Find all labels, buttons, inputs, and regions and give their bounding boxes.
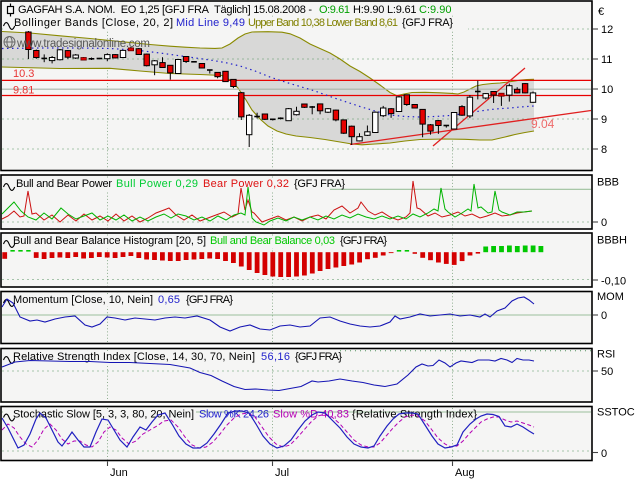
svg-text:Jun: Jun — [110, 467, 128, 479]
svg-text:Bull and Bear Power: Bull and Bear Power — [16, 178, 112, 190]
svg-text:Momentum [Close, 10, Nein]: Momentum [Close, 10, Nein] — [13, 294, 153, 306]
svg-text:C:9.90: C:9.90 — [419, 4, 452, 16]
svg-text:{GFJ FRA}: {GFJ FRA} — [295, 351, 342, 363]
svg-text:{GFJ FRA}: {GFJ FRA} — [294, 178, 345, 190]
svg-text:11: 11 — [601, 54, 612, 66]
svg-text:10: 10 — [601, 84, 613, 96]
svg-text:{GFJ FRA}: {GFJ FRA} — [402, 17, 453, 29]
svg-text:Jul: Jul — [275, 467, 289, 479]
svg-text:9: 9 — [601, 114, 607, 126]
svg-text:SSTOC: SSTOC — [597, 407, 635, 419]
svg-text:Bull and Bear Balance 0,03: Bull and Bear Balance 0,03 — [210, 235, 335, 247]
svg-text:0: 0 — [601, 448, 607, 460]
svg-text:Aug: Aug — [455, 467, 475, 479]
svg-text:0: 0 — [601, 310, 607, 322]
svg-text:9.81: 9.81 — [13, 85, 34, 97]
svg-text:MOM: MOM — [597, 291, 624, 303]
svg-text:RSI: RSI — [597, 349, 615, 361]
svg-text:10.3: 10.3 — [13, 68, 34, 80]
svg-text:0,65: 0,65 — [158, 294, 180, 306]
svg-text:Bear Power 0,32: Bear Power 0,32 — [203, 178, 289, 190]
svg-text:Relative Strength Index [Close: Relative Strength Index [Close, 14, 30, … — [13, 351, 255, 363]
svg-text:9.04: 9.04 — [531, 117, 555, 131]
svg-text:-0,10: -0,10 — [601, 276, 626, 288]
svg-text:Bull and Bear Balance Histogra: Bull and Bear Balance Histogram [20, 5] — [13, 235, 206, 247]
svg-text:12: 12 — [601, 24, 613, 36]
svg-text:0: 0 — [601, 217, 607, 229]
svg-text:8: 8 — [601, 144, 607, 156]
svg-text:{GFJ FRA}: {GFJ FRA} — [186, 294, 233, 306]
svg-text:Upper Band 10,38 Lower Band 8,: Upper Band 10,38 Lower Band 8,61 — [248, 17, 398, 29]
svg-text:{Relative Strength Index}: {Relative Strength Index} — [352, 409, 477, 421]
svg-text:{GFJ FRA}: {GFJ FRA} — [340, 235, 387, 247]
svg-text:56,16: 56,16 — [261, 351, 290, 363]
svg-text:50: 50 — [601, 366, 613, 378]
svg-text:H:9.90 L:9.61: H:9.90 L:9.61 — [353, 4, 417, 16]
svg-text:BBB: BBB — [597, 177, 619, 189]
svg-text:Bull Power 0,29: Bull Power 0,29 — [116, 178, 198, 190]
svg-text:www.tradesignalonline.com: www.tradesignalonline.com — [16, 38, 150, 50]
svg-text:GAGFAH S.A. NOM. EO 1,25 [GFJ: GAGFAH S.A. NOM. EO 1,25 [GFJ FRA Täglic… — [18, 4, 312, 16]
svg-text:Mid Line 9,49: Mid Line 9,49 — [176, 17, 245, 29]
svg-text:O:9.61: O:9.61 — [319, 4, 350, 16]
svg-text:Slow %D 40,83: Slow %D 40,83 — [273, 409, 349, 421]
svg-text:BBBH: BBBH — [597, 235, 627, 247]
svg-text:Bollinger Bands [Close, 20, 2]: Bollinger Bands [Close, 20, 2] — [14, 17, 173, 29]
svg-text:Stochastic Slow [5, 3, 3, 80,: Stochastic Slow [5, 3, 3, 80, 20, Nein] — [13, 409, 194, 421]
svg-text:€: € — [598, 6, 604, 18]
